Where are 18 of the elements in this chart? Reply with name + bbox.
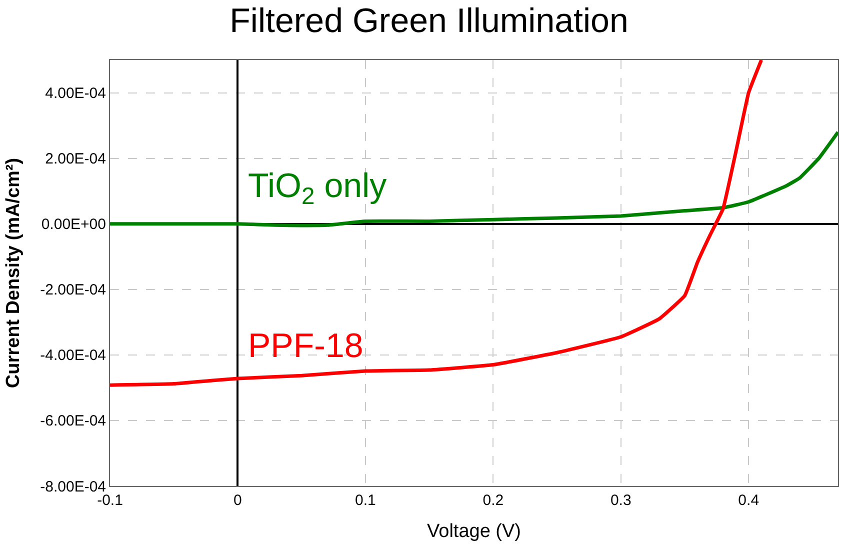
y-tick-label: 2.00E-04 [45,150,106,168]
x-tick-label: 0 [234,492,242,509]
x-axis-title: Voltage (V) [427,520,521,542]
x-tick-label: 0.4 [738,492,760,509]
x-tick-label: 0.1 [355,492,376,509]
x-tick-label: 0.2 [482,492,504,509]
series-label: PPF-18 [248,327,364,365]
y-tick-label: 4.00E-04 [45,85,106,102]
y-tick-label: -2.00E-04 [40,282,106,299]
series-label: TiO$_{2}$ only [248,167,387,210]
x-tick-label: 0.3 [610,492,632,509]
y-axis-title: Current Density (mA/cm²) [2,158,24,388]
line-series [110,130,838,228]
y-tick-label: 0.00E+00 [41,216,106,234]
chart-title: Filtered Green Illumination [230,2,628,40]
y-tick-label: -4.00E-04 [40,347,106,364]
y-tick-label: -6.00E-04 [40,412,106,430]
line-series [110,60,764,387]
